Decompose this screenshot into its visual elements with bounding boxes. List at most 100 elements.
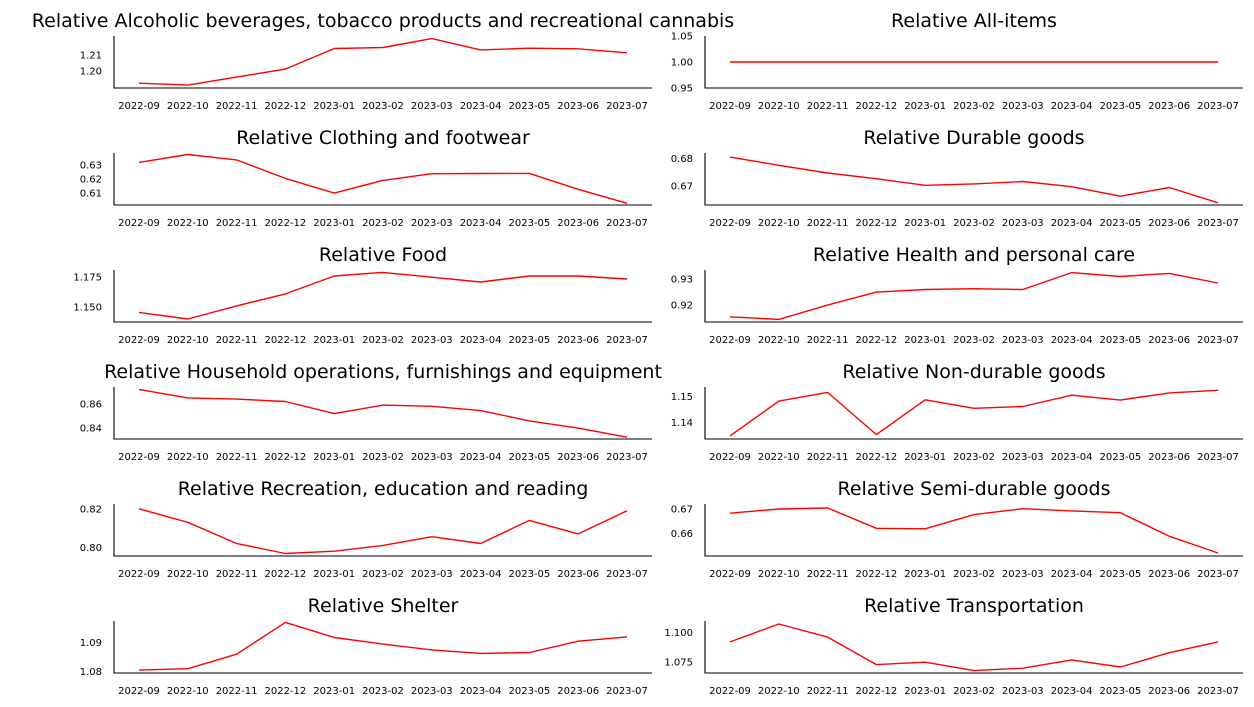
x-tick-label: 2022-11 (807, 101, 849, 112)
x-tick-label: 2023-02 (362, 686, 404, 697)
x-tick-label: 2023-06 (557, 218, 599, 229)
chart-title: Relative Semi-durable goods (838, 478, 1111, 500)
y-tick-label: 0.68 (671, 154, 693, 165)
chart-title: Relative Durable goods (863, 127, 1084, 149)
x-tick-label: 2023-06 (557, 686, 599, 697)
x-tick-label: 2023-07 (606, 686, 648, 697)
x-tick-label: 2022-09 (118, 452, 160, 463)
chart-title: Relative Shelter (308, 595, 459, 617)
chart-title: Relative Alcoholic beverages, tobacco pr… (32, 10, 734, 32)
x-tick-label: 2023-01 (313, 569, 355, 580)
axis-spines (113, 270, 652, 323)
y-tick-label: 1.08 (80, 667, 102, 678)
x-tick-label: 2023-05 (1100, 335, 1142, 346)
x-tick-label: 2023-04 (1051, 452, 1093, 463)
x-tick-label: 2023-03 (411, 218, 453, 229)
x-tick-label: 2023-01 (313, 452, 355, 463)
x-tick-label: 2023-01 (313, 686, 355, 697)
x-tick-label: 2022-11 (807, 452, 849, 463)
series-line (138, 621, 628, 671)
y-tick-label: 1.100 (664, 628, 693, 639)
x-tick-label: 2023-07 (1197, 686, 1239, 697)
x-tick-label: 2022-11 (807, 569, 849, 580)
axis-spines (704, 270, 1243, 323)
x-tick-label: 2023-02 (953, 101, 995, 112)
x-tick-label: 2022-11 (216, 335, 258, 346)
y-tick-label: 0.61 (80, 189, 102, 200)
x-tick-label: 2023-06 (1148, 452, 1190, 463)
x-tick-label: 2023-01 (904, 569, 946, 580)
y-tick-label: 1.150 (73, 303, 102, 314)
y-tick-label: 1.20 (80, 67, 102, 78)
x-tick-label: 2022-10 (167, 335, 209, 346)
x-tick-label: 2022-10 (167, 569, 209, 580)
x-tick-label: 2022-11 (807, 218, 849, 229)
x-tick-label: 2023-05 (509, 218, 551, 229)
x-tick-label: 2023-02 (362, 335, 404, 346)
chart-title: Relative All-items (891, 10, 1057, 32)
chart-title: Relative Non-durable goods (842, 361, 1105, 383)
x-tick-label: 2023-06 (557, 101, 599, 112)
x-tick-label: 2023-07 (1197, 218, 1239, 229)
x-tick-label: 2022-09 (709, 335, 751, 346)
axis-spines (704, 36, 1243, 89)
axis-spines (113, 504, 652, 557)
series-line (729, 623, 1219, 672)
x-tick-label: 2023-07 (606, 101, 648, 112)
y-tick-label: 0.93 (671, 275, 693, 286)
x-tick-label: 2023-04 (1051, 101, 1093, 112)
x-tick-label: 2022-09 (118, 218, 160, 229)
x-tick-label: 2022-10 (758, 686, 800, 697)
series-line (729, 507, 1219, 554)
y-tick-label: 0.95 (671, 84, 693, 95)
x-tick-label: 2022-11 (807, 335, 849, 346)
x-tick-label: 2023-03 (411, 569, 453, 580)
y-tick-label: 1.075 (664, 658, 693, 669)
x-tick-label: 2022-12 (856, 335, 898, 346)
x-tick-label: 2023-02 (362, 569, 404, 580)
x-tick-label: 2022-10 (758, 452, 800, 463)
x-tick-label: 2023-03 (411, 335, 453, 346)
x-tick-label: 2023-03 (411, 452, 453, 463)
y-tick-label: 0.67 (671, 504, 693, 515)
x-tick-label: 2023-05 (509, 452, 551, 463)
x-tick-label: 2023-05 (509, 686, 551, 697)
axis-spines (704, 621, 1243, 674)
x-tick-label: 2023-05 (1100, 452, 1142, 463)
x-tick-label: 2022-10 (167, 686, 209, 697)
x-tick-label: 2023-05 (509, 335, 551, 346)
x-tick-label: 2022-09 (118, 101, 160, 112)
x-tick-label: 2023-04 (460, 686, 502, 697)
x-tick-label: 2023-07 (1197, 569, 1239, 580)
x-tick-label: 2023-01 (904, 218, 946, 229)
x-tick-label: 2022-10 (758, 101, 800, 112)
x-tick-label: 2022-11 (807, 686, 849, 697)
x-tick-label: 2023-03 (411, 101, 453, 112)
axis-spines (113, 621, 652, 674)
x-tick-label: 2023-02 (362, 452, 404, 463)
x-tick-label: 2023-07 (606, 335, 648, 346)
axis-spines (113, 153, 652, 206)
y-tick-label: 0.67 (671, 181, 693, 192)
x-tick-label: 2023-02 (953, 686, 995, 697)
y-tick-label: 1.00 (671, 58, 693, 69)
y-tick-label: 0.84 (80, 424, 102, 435)
x-tick-label: 2023-04 (460, 569, 502, 580)
x-tick-label: 2022-09 (118, 335, 160, 346)
axis-spines (113, 36, 652, 89)
series-line (138, 508, 628, 555)
y-tick-label: 1.15 (671, 392, 693, 403)
x-tick-label: 2022-12 (856, 569, 898, 580)
x-tick-label: 2023-04 (460, 101, 502, 112)
x-tick-label: 2023-05 (509, 569, 551, 580)
